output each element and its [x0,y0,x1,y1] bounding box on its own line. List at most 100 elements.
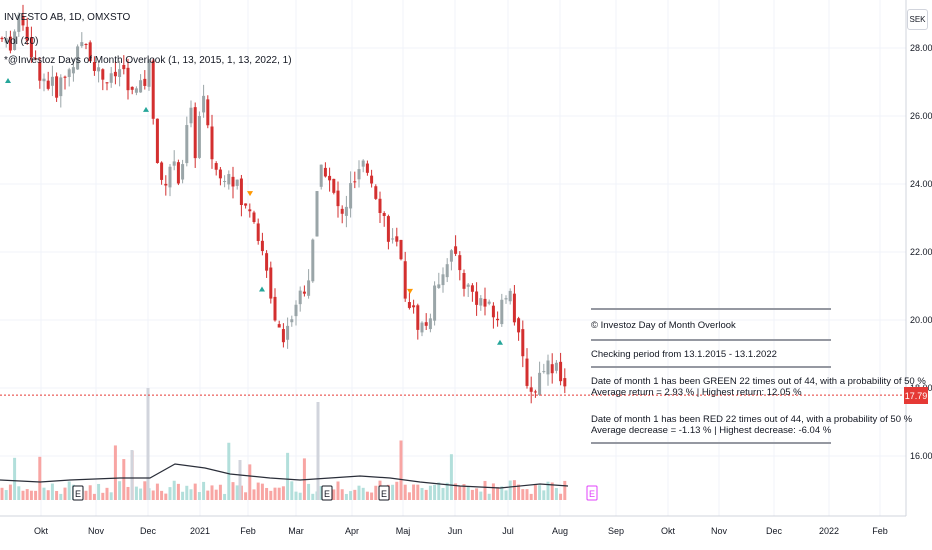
volume-bar [46,490,50,500]
volume-bar [559,493,563,500]
volume-bar [491,483,495,500]
volume-legend[interactable]: Vol (20) [4,36,39,47]
candle-body [559,361,563,382]
volume-bar [13,457,17,500]
volume-bar [252,489,256,500]
candle-body [386,216,390,242]
price-tick-label: 26.00 [910,111,932,121]
volume-bar [441,487,445,500]
candle-body [462,273,466,289]
volume-bar [113,445,117,500]
candle-body [46,80,50,89]
volume-bar [370,492,374,500]
candle-body [441,274,445,286]
candle-body [533,391,537,393]
candle-body [542,371,546,373]
candle-body [25,26,29,41]
candle-body [412,305,416,308]
volume-bar [512,480,516,500]
volume-bar [97,483,101,500]
volume-bar [202,481,206,500]
candle-body [382,212,386,216]
time-tick-label: Okt [661,526,676,536]
info-title: © Investoz Day of Month Overlook [591,320,736,331]
buy-signal-marker [259,286,265,292]
candle-body [298,290,302,305]
info-green-stats: Average return = 2.93 % | Highest return… [591,387,802,398]
candle-body [122,64,126,70]
volume-bar [281,486,285,500]
volume-bar [260,483,264,500]
earnings-marker-label: E [589,489,595,499]
volume-bar [479,491,483,500]
candle-body [487,301,491,304]
candle-body [290,319,294,323]
candle-body [294,304,298,317]
volume-bar [273,487,277,500]
volume-bar [176,483,180,500]
volume-bar [437,482,441,500]
volume-bar [244,492,248,500]
volume-bar [55,490,59,500]
time-tick-label: Maj [396,526,411,536]
candle-body [491,305,495,318]
candle-body [168,166,172,188]
volume-bar [0,487,4,500]
candle-body [277,324,281,328]
currency-button[interactable]: SEK [907,9,928,30]
indicator-legend[interactable]: *@Investoz Days of Month Overlook (1, 13… [4,55,292,66]
candle-body [521,329,525,357]
volume-bar [533,484,537,500]
candle-body [525,358,529,386]
price-tick-label: 24.00 [910,179,932,189]
earnings-marker-box [378,485,390,501]
info-rule [591,308,831,310]
symbol-legend[interactable]: INVESTO AB, 1D, OMXSTO [4,12,131,23]
volume-bar [50,483,54,500]
buy-signal-marker [497,339,503,345]
volume-bar [4,490,8,500]
candle-body [118,69,122,77]
last-price-label: 17.79 [904,387,928,405]
candle-body [378,198,382,214]
volume-bar [67,481,71,500]
volume-bar [483,480,487,500]
candle-body [97,67,101,72]
volume-bar [105,487,109,500]
candle-body [273,296,277,321]
candle-body [353,181,357,183]
earnings-marker-box [72,485,84,501]
candle-body [34,58,38,60]
candle-body [206,99,210,126]
candle-body [407,302,411,308]
candle-body [109,73,113,83]
volume-bar [357,485,361,500]
candle-body [134,88,138,93]
volume-bar [424,489,428,500]
volume-bar [210,485,214,500]
candle-body [176,162,180,184]
volume-bar [63,487,67,500]
candle-body [172,161,176,166]
candle-body [218,169,222,179]
volume-bar [496,487,500,500]
volume-bar [374,485,378,500]
volume-bar [168,487,172,500]
volume-bar [298,492,302,500]
candle-body [55,76,59,98]
candle-body [164,183,168,186]
volume-bar [256,482,260,500]
volume-bar [500,486,504,500]
volume-bar [38,456,42,500]
volume-bar [466,486,470,500]
info-rule [591,442,831,444]
candle-body [71,67,75,74]
volume-bar [248,464,252,500]
info-green-line: Date of month 1 has been GREEN 22 times … [591,376,926,387]
candle-body [546,360,550,375]
volume-bar [508,480,512,500]
candle-body [269,267,273,299]
volume-bar [42,487,46,500]
